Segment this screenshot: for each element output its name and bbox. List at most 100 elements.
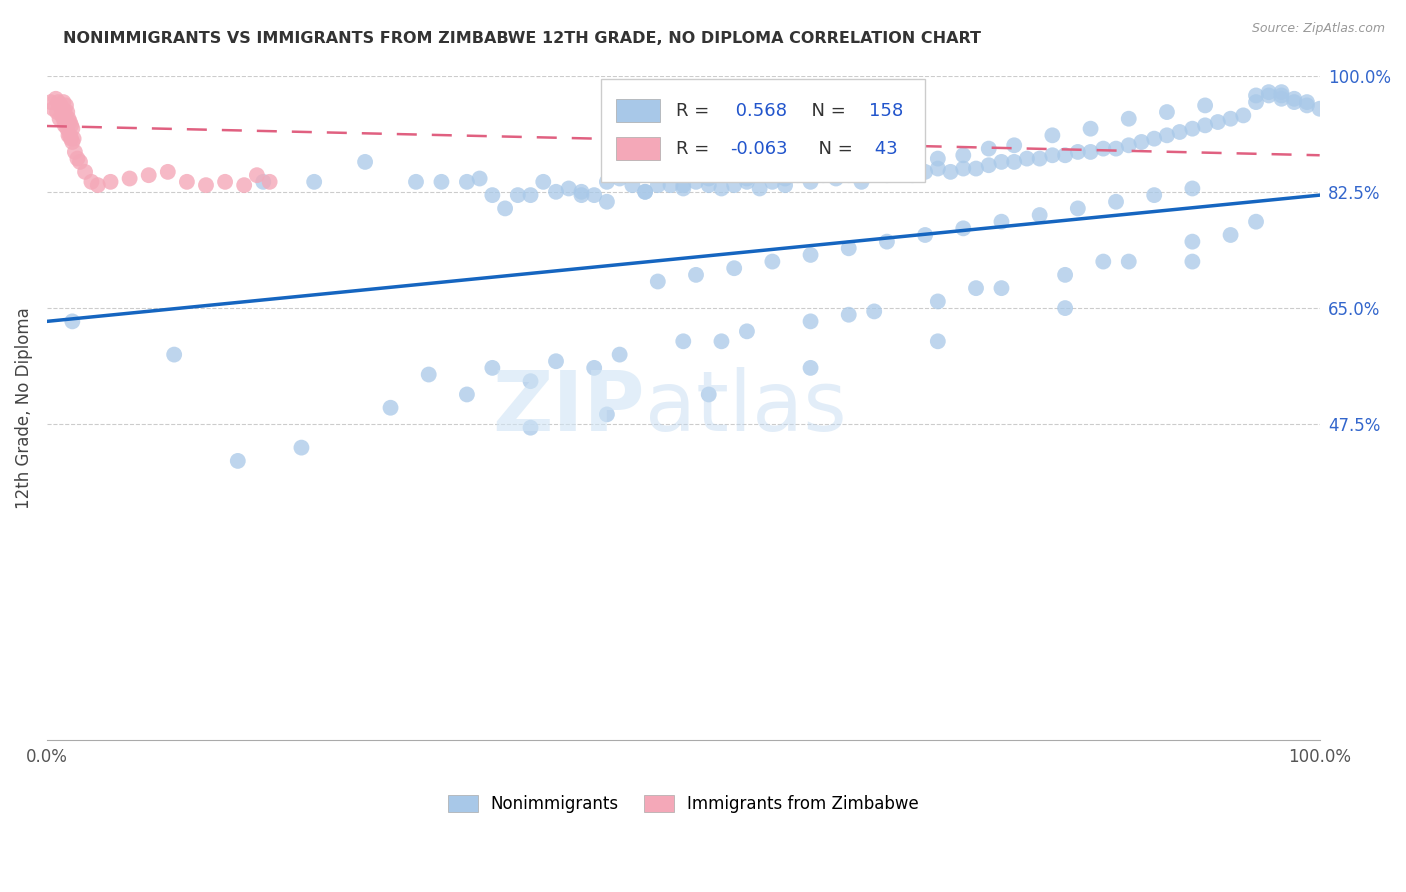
Point xyxy=(596,194,619,209)
Point xyxy=(1040,148,1063,162)
Point xyxy=(914,227,936,242)
Point xyxy=(672,181,695,195)
Point xyxy=(506,188,529,202)
Point xyxy=(1181,254,1204,268)
Point xyxy=(55,115,77,129)
Point xyxy=(60,119,83,133)
Point xyxy=(838,168,860,182)
Point xyxy=(1244,95,1267,109)
Point xyxy=(176,175,198,189)
Point xyxy=(647,178,669,193)
Point xyxy=(1270,85,1292,99)
Point xyxy=(39,95,62,109)
Point xyxy=(226,454,249,468)
Point xyxy=(1309,102,1331,116)
Point xyxy=(58,128,80,143)
Point xyxy=(697,171,720,186)
Point xyxy=(647,275,669,289)
Point xyxy=(889,165,911,179)
Text: 158: 158 xyxy=(869,102,903,120)
Point xyxy=(977,158,1000,172)
Point xyxy=(75,165,97,179)
Point xyxy=(1296,95,1319,109)
Point xyxy=(1130,135,1153,149)
Point xyxy=(60,121,83,136)
Point xyxy=(952,221,974,235)
Point xyxy=(977,142,1000,156)
Point xyxy=(1219,112,1241,126)
Point xyxy=(1040,128,1063,143)
Point xyxy=(46,95,69,109)
Point xyxy=(1067,145,1090,159)
Point xyxy=(63,145,86,159)
Point xyxy=(634,185,657,199)
Point xyxy=(596,408,619,422)
Point xyxy=(761,254,783,268)
Point xyxy=(1168,125,1191,139)
Point xyxy=(1257,85,1279,99)
Point xyxy=(659,178,682,193)
Point xyxy=(1270,88,1292,103)
Point xyxy=(1181,121,1204,136)
Point xyxy=(1118,138,1140,153)
Point xyxy=(813,168,835,182)
Point xyxy=(1257,88,1279,103)
Point xyxy=(621,178,644,193)
Point xyxy=(697,178,720,193)
Point xyxy=(710,181,733,195)
Point xyxy=(914,165,936,179)
Point xyxy=(965,161,987,176)
Point xyxy=(672,178,695,193)
Point xyxy=(163,348,186,362)
Point xyxy=(430,175,453,189)
Point xyxy=(851,175,873,189)
Text: Source: ZipAtlas.com: Source: ZipAtlas.com xyxy=(1251,22,1385,36)
Point xyxy=(1181,181,1204,195)
Point xyxy=(55,98,77,112)
Text: N =: N = xyxy=(800,102,852,120)
Point xyxy=(1105,194,1128,209)
Point xyxy=(233,178,256,193)
Point xyxy=(723,178,745,193)
Point xyxy=(118,171,141,186)
Point xyxy=(876,168,898,182)
Text: ZIP: ZIP xyxy=(492,368,645,449)
Text: atlas: atlas xyxy=(645,368,846,449)
Point xyxy=(1282,95,1305,109)
Point xyxy=(799,314,821,328)
Point xyxy=(48,112,70,126)
Point xyxy=(42,102,65,116)
Point xyxy=(156,165,179,179)
Point xyxy=(1028,208,1050,222)
Point xyxy=(1118,112,1140,126)
Text: R =: R = xyxy=(676,140,714,158)
Text: R =: R = xyxy=(676,102,714,120)
Point xyxy=(1181,235,1204,249)
Point xyxy=(259,175,281,189)
Point xyxy=(952,148,974,162)
Point xyxy=(195,178,218,193)
Point xyxy=(53,119,76,133)
Bar xyxy=(616,99,661,122)
Point xyxy=(380,401,402,415)
Point xyxy=(1028,152,1050,166)
Bar xyxy=(600,78,925,182)
Point xyxy=(1080,145,1102,159)
Point xyxy=(58,112,80,126)
Point xyxy=(1054,148,1077,162)
Point xyxy=(214,175,236,189)
Text: 43: 43 xyxy=(869,140,898,158)
Point xyxy=(1194,119,1216,133)
Point xyxy=(52,112,75,126)
Point xyxy=(45,92,67,106)
Point xyxy=(302,175,325,189)
Point xyxy=(1067,202,1090,216)
Point xyxy=(1270,92,1292,106)
Point xyxy=(60,131,83,145)
Point xyxy=(69,155,91,169)
Point xyxy=(51,108,73,122)
Point xyxy=(990,281,1012,295)
Point xyxy=(735,175,758,189)
Point xyxy=(1143,188,1166,202)
Point xyxy=(49,98,72,112)
